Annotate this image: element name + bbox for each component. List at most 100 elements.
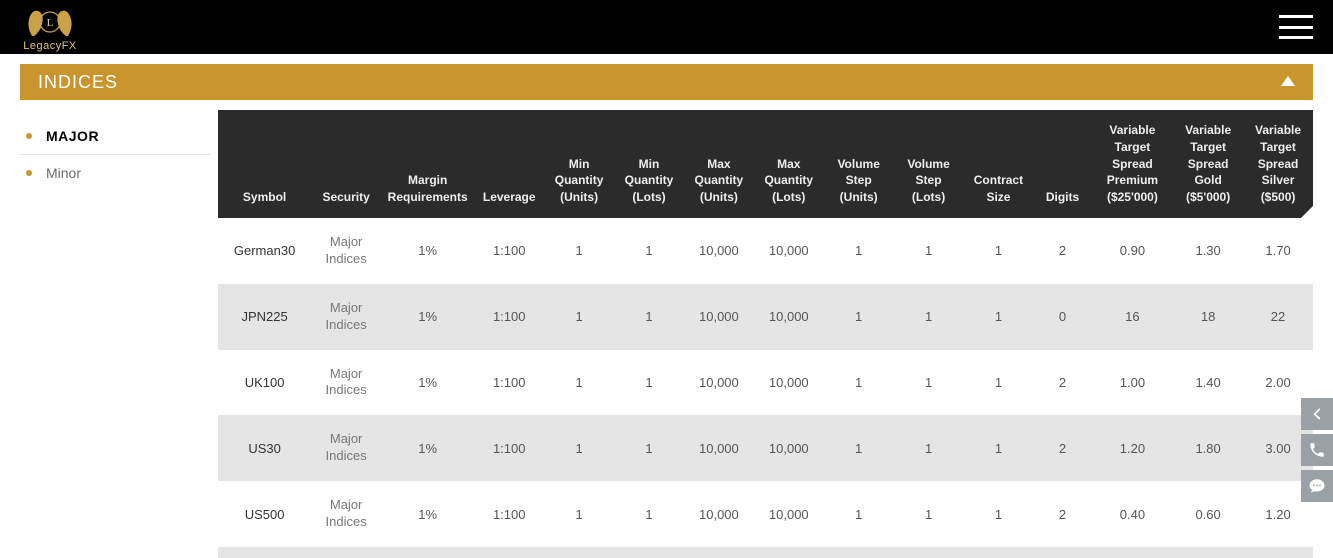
table-header-cell: Contract Size xyxy=(964,110,1034,218)
table-cell: USTECH100 xyxy=(218,547,311,558)
table-cell: JPN225 xyxy=(218,284,311,350)
table-cell: 1 xyxy=(964,284,1034,350)
table-cell: 1 xyxy=(614,481,684,547)
table-body: German30MajorIndices1%1:1001110,00010,00… xyxy=(218,218,1313,558)
table-cell: 22 xyxy=(1243,284,1313,350)
table-cell: MajorIndices xyxy=(311,284,381,350)
table-cell: 10,000 xyxy=(684,284,754,350)
top-bar: L LegacyFX xyxy=(0,0,1333,54)
table-cell: 1% xyxy=(381,284,474,350)
indices-table: SymbolSecurityMarginRequirementsLeverage… xyxy=(218,110,1313,558)
table-cell: 16 xyxy=(1092,284,1174,350)
brand-crest-icon: L xyxy=(20,2,80,42)
table-cell: 0.90 xyxy=(1092,218,1174,284)
section-title-bar[interactable]: INDICES xyxy=(20,64,1313,100)
table-cell: 10,000 xyxy=(684,350,754,416)
table-cell: 1:100 xyxy=(474,218,544,284)
table-cell: 1 xyxy=(824,350,894,416)
table-cell: 1 xyxy=(544,350,614,416)
table-cell: 1.20 xyxy=(1092,415,1174,481)
table-cell: MajorIndices xyxy=(311,415,381,481)
table-cell: 1 xyxy=(614,350,684,416)
table-cell: 1.35 xyxy=(1173,547,1243,558)
table-cell: 10,000 xyxy=(684,415,754,481)
table-cell: 1:100 xyxy=(474,481,544,547)
sidebar-item-label: Minor xyxy=(46,165,81,181)
table-cell: 1 xyxy=(544,547,614,558)
table-cell: 0.60 xyxy=(1173,481,1243,547)
table-cell: 1 xyxy=(964,218,1034,284)
table-header-cell: MarginRequirements xyxy=(381,110,474,218)
table-cell: 1 xyxy=(964,481,1034,547)
table-cell: 2 xyxy=(1033,218,1091,284)
table-cell: MajorIndices xyxy=(311,218,381,284)
table-cell: 1 xyxy=(544,481,614,547)
table-cell: 1% xyxy=(381,547,474,558)
table-container: SymbolSecurityMarginRequirementsLeverage… xyxy=(218,110,1313,558)
table-cell: 1.00 xyxy=(1092,350,1174,416)
table-header-cell: VariableTargetSpreadSilver($500) xyxy=(1243,110,1313,218)
table-cell: 1:100 xyxy=(474,415,544,481)
table-cell: 1% xyxy=(381,481,474,547)
table-cell: 2 xyxy=(1033,481,1091,547)
table-header-cell: VariableTargetSpreadPremium($25'000) xyxy=(1092,110,1174,218)
table-cell: 1 xyxy=(614,415,684,481)
table-cell: 1.70 xyxy=(1243,218,1313,284)
sidebar-item-major[interactable]: MAJOR xyxy=(20,118,210,155)
table-cell: 1 xyxy=(824,547,894,558)
table-cell: US30 xyxy=(218,415,311,481)
floating-actions xyxy=(1301,398,1333,506)
table-cell: 1.80 xyxy=(1173,415,1243,481)
sidebar-item-label: MAJOR xyxy=(46,128,99,144)
table-cell: 1 xyxy=(544,218,614,284)
table-cell: US500 xyxy=(218,481,311,547)
table-cell: German30 xyxy=(218,218,311,284)
table-header-cell: Digits xyxy=(1033,110,1091,218)
table-cell: 1 xyxy=(824,218,894,284)
table-row: USTECH100MajorIndices1%1:1001110,00010,0… xyxy=(218,547,1313,558)
table-header-cell: MinQuantity(Lots) xyxy=(614,110,684,218)
brand-logo[interactable]: L LegacyFX xyxy=(20,2,80,52)
table-cell: 10,000 xyxy=(754,415,824,481)
table-cell: 1:100 xyxy=(474,350,544,416)
table-cell: 10,000 xyxy=(754,284,824,350)
table-cell: 1 xyxy=(894,218,964,284)
table-cell: 10,000 xyxy=(754,350,824,416)
table-cell: 10,000 xyxy=(754,547,824,558)
table-header-cell: VolumeStep(Units) xyxy=(824,110,894,218)
table-cell: UK100 xyxy=(218,350,311,416)
table-cell: 0.75 xyxy=(1092,547,1174,558)
phone-button[interactable] xyxy=(1301,434,1333,466)
table-row: JPN225MajorIndices1%1:1001110,00010,0001… xyxy=(218,284,1313,350)
table-row: US500MajorIndices1%1:1001110,00010,00011… xyxy=(218,481,1313,547)
table-cell: MajorIndices xyxy=(311,547,381,558)
collapse-panel-button[interactable] xyxy=(1301,398,1333,430)
menu-icon[interactable] xyxy=(1279,15,1313,39)
table-header-cell: Symbol xyxy=(218,110,311,218)
table-cell: 1 xyxy=(964,415,1034,481)
table-header-cell: MaxQuantity(Units) xyxy=(684,110,754,218)
table-cell: 10,000 xyxy=(684,218,754,284)
table-cell: 1 xyxy=(544,284,614,350)
chat-button[interactable] xyxy=(1301,470,1333,502)
table-header-cell: VariableTargetSpreadGold($5'000) xyxy=(1173,110,1243,218)
table-cell: 0 xyxy=(1033,284,1091,350)
table-cell: 10,000 xyxy=(684,547,754,558)
content-body: MAJOR Minor SymbolSecurityMarginRequirem… xyxy=(20,110,1313,558)
table-cell: 2 xyxy=(1033,415,1091,481)
bullet-icon xyxy=(26,133,32,139)
table-cell: 1 xyxy=(964,350,1034,416)
sidebar-item-minor[interactable]: Minor xyxy=(20,155,210,191)
table-cell: 1 xyxy=(614,284,684,350)
table-cell: 1 xyxy=(894,481,964,547)
table-cell: 1 xyxy=(544,415,614,481)
collapse-icon xyxy=(1281,75,1295,89)
table-row: German30MajorIndices1%1:1001110,00010,00… xyxy=(218,218,1313,284)
table-cell: 10,000 xyxy=(684,481,754,547)
table-cell: 1.30 xyxy=(1173,218,1243,284)
table-cell: MajorIndices xyxy=(311,350,381,416)
table-cell: 1.75 xyxy=(1243,547,1313,558)
table-cell: 1% xyxy=(381,350,474,416)
table-cell: 1 xyxy=(824,481,894,547)
section-title: INDICES xyxy=(38,72,118,93)
